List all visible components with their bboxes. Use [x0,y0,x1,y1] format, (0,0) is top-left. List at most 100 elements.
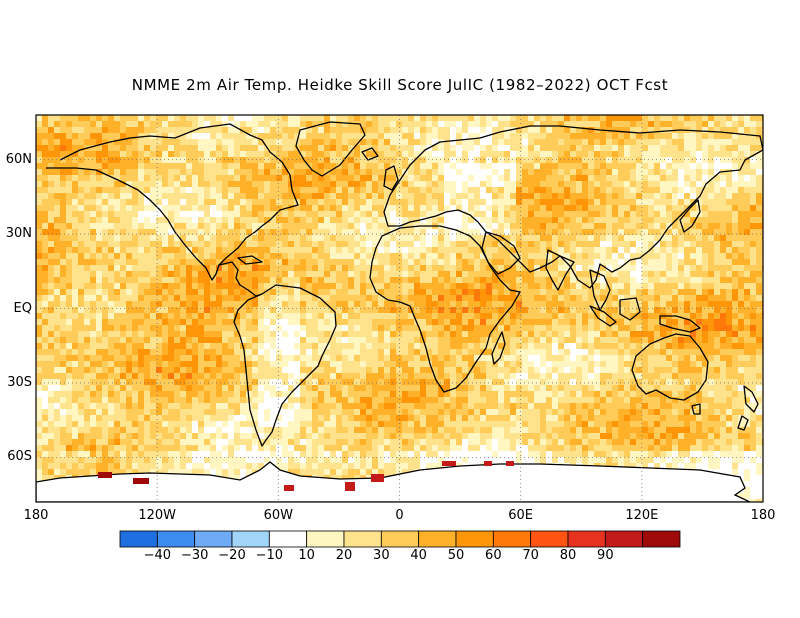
skill-cell [210,313,217,320]
skill-cell [672,169,679,176]
skill-cell [96,343,103,350]
skill-cell [240,175,247,182]
skill-cell [36,283,43,290]
skill-cell [576,265,583,272]
skill-cell [738,151,745,158]
skill-cell [288,193,295,200]
skill-cell [612,355,619,362]
skill-cell [420,199,427,206]
skill-cell [534,187,541,194]
skill-cell [612,163,619,170]
skill-cell [618,133,625,140]
skill-cell [426,247,433,254]
skill-cell [210,193,217,200]
skill-cell [702,337,709,344]
skill-cell [66,241,73,248]
skill-cell [420,295,427,302]
skill-cell [654,349,661,356]
skill-cell [498,355,505,362]
skill-cell [558,295,565,302]
skill-cell [342,259,349,266]
skill-cell [450,151,457,158]
skill-cell [294,211,301,218]
skill-cell [240,235,247,242]
skill-cell [516,319,523,326]
skill-cell [474,271,481,278]
skill-cell [348,217,355,224]
skill-cell [180,187,187,194]
skill-cell [756,199,763,206]
skill-cell [42,283,49,290]
skill-cell [624,133,631,140]
skill-cell [612,271,619,278]
skill-cell [198,283,205,290]
skill-cell [150,289,157,296]
skill-cell [654,181,661,188]
skill-cell [600,121,607,128]
skill-cell [150,283,157,290]
skill-cell [336,355,343,362]
skill-cell [390,235,397,242]
skill-cell [222,223,229,230]
skill-cell [720,211,727,218]
skill-cell [588,205,595,212]
skill-cell [222,337,229,344]
skill-cell [282,121,289,128]
skill-cell [498,313,505,320]
skill-cell [312,331,319,338]
skill-cell [408,217,415,224]
skill-cell [294,175,301,182]
skill-cell [528,199,535,206]
skill-cell [372,199,379,206]
skill-cell [660,205,667,212]
skill-cell [216,211,223,218]
skill-cell [582,325,589,332]
skill-cell [384,337,391,344]
skill-cell [648,241,655,248]
skill-cell [336,175,343,182]
skill-cell [150,235,157,242]
skill-cell [492,295,499,302]
skill-cell [372,355,379,362]
skill-cell [462,151,469,158]
skill-cell [324,151,331,158]
skill-cell [606,199,613,206]
skill-cell [714,277,721,284]
skill-cell [108,121,115,128]
skill-cell [552,325,559,332]
skill-cell [126,151,133,158]
skill-cell [738,349,745,356]
skill-cell [480,223,487,230]
skill-cell [114,253,121,260]
skill-cell [264,121,271,128]
skill-cell [456,157,463,164]
skill-cell [42,325,49,332]
skill-cell [690,265,697,272]
skill-cell [108,241,115,248]
skill-cell [354,163,361,170]
skill-cell [744,157,751,164]
skill-cell [600,169,607,176]
skill-cell [462,313,469,320]
skill-cell [180,205,187,212]
skill-cell [366,163,373,170]
skill-cell [330,295,337,302]
skill-cell [708,355,715,362]
skill-cell [660,235,667,242]
skill-cell [174,193,181,200]
skill-cell [216,235,223,242]
skill-cell [360,145,367,152]
skill-cell [342,283,349,290]
skill-cell [240,265,247,272]
skill-cell [270,121,277,128]
skill-cell [210,205,217,212]
skill-cell [276,349,283,356]
skill-cell [666,169,673,176]
skill-cell [756,337,763,344]
skill-cell [618,319,625,326]
skill-cell [222,265,229,272]
skill-cell [450,205,457,212]
skill-cell [372,115,379,122]
skill-cell [528,289,535,296]
skill-cell [660,295,667,302]
